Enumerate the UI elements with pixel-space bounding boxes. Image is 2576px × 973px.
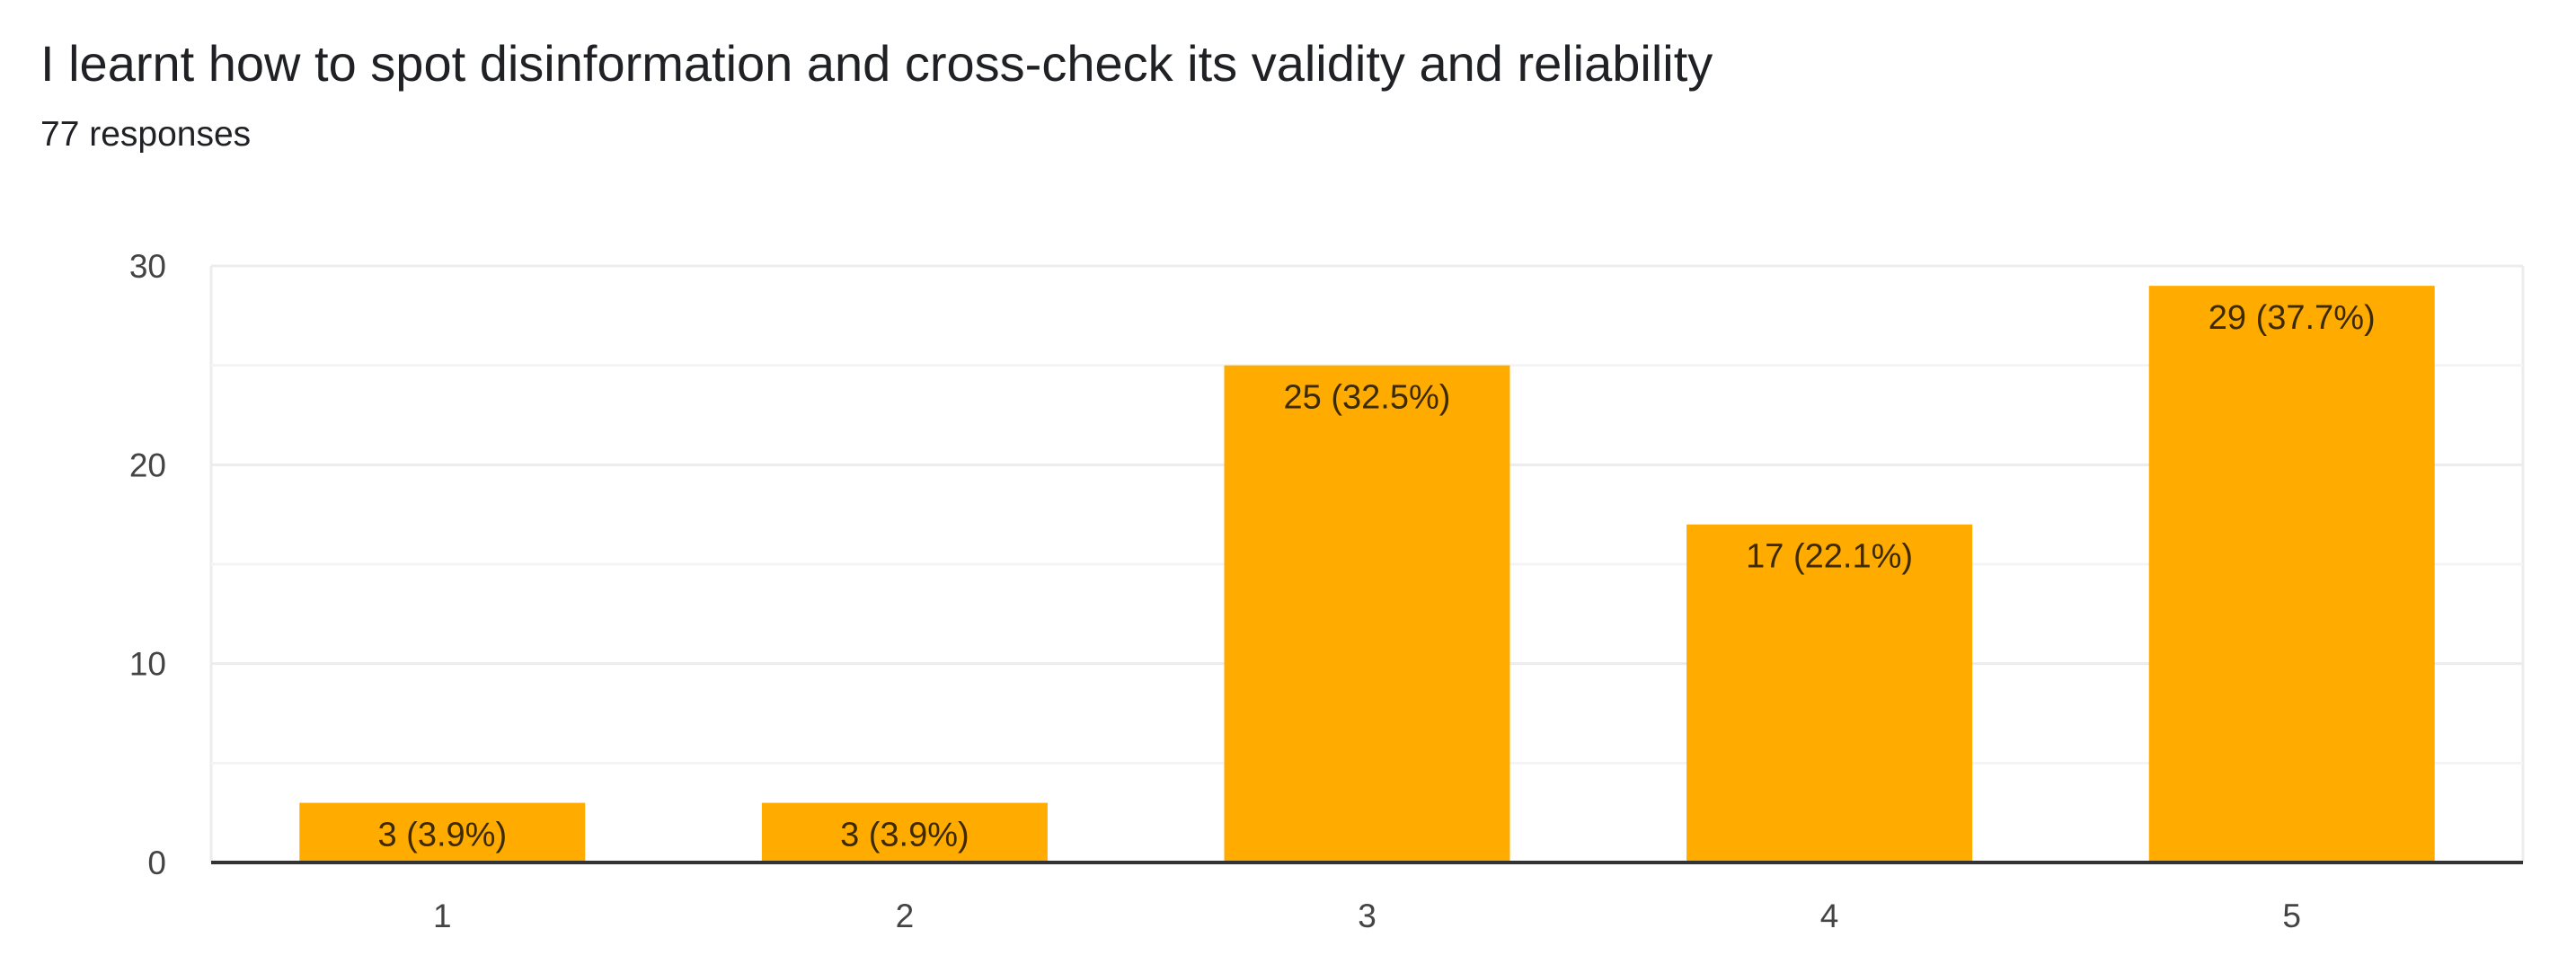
bar-data-label: 3 (3.9%) xyxy=(840,817,969,854)
y-tick-label: 0 xyxy=(147,845,166,881)
x-tick-label: 5 xyxy=(2282,898,2301,934)
y-tick-label: 20 xyxy=(129,447,166,483)
bar-data-label: 3 (3.9%) xyxy=(377,817,507,854)
x-tick-label: 4 xyxy=(1820,898,1839,934)
x-tick-label: 1 xyxy=(433,898,452,934)
chart-title: I learnt how to spot disinformation and … xyxy=(40,35,1713,92)
y-tick-label: 10 xyxy=(129,646,166,683)
bar-data-label: 29 (37.7%) xyxy=(2209,299,2376,337)
bar xyxy=(2148,286,2435,863)
bar xyxy=(1224,365,1510,863)
bar xyxy=(299,802,586,862)
x-tick-label: 3 xyxy=(1358,898,1377,934)
y-tick-label: 30 xyxy=(129,248,166,285)
x-tick-label: 2 xyxy=(896,898,915,934)
bar xyxy=(761,802,1048,862)
response-count: 77 responses xyxy=(40,115,252,154)
bar-data-label: 25 (32.5%) xyxy=(1284,379,1451,417)
bar xyxy=(1686,524,1973,862)
bar-data-label: 17 (22.1%) xyxy=(1746,538,1913,576)
